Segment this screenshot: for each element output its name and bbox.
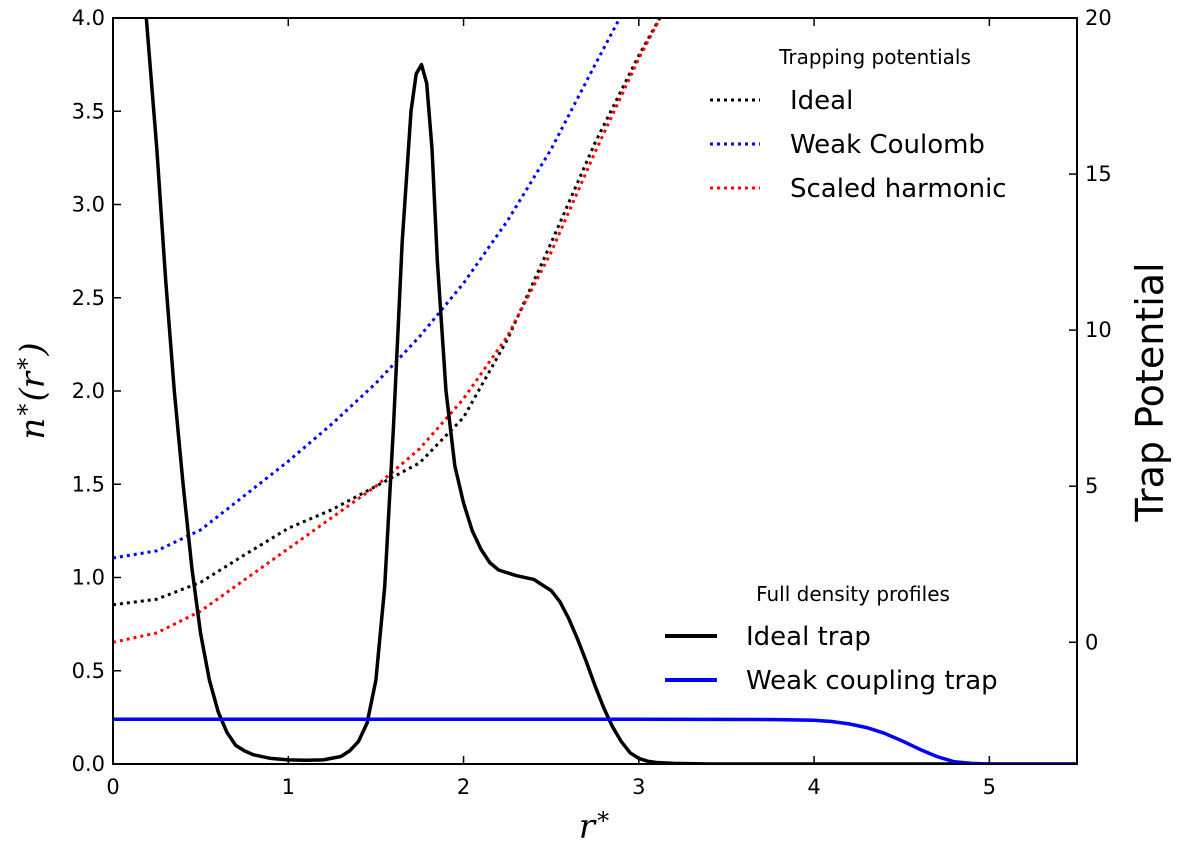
y-left-tick-label: 4.0 (72, 6, 105, 30)
x-tick-label: 3 (632, 775, 645, 799)
x-tick-label: 1 (282, 775, 295, 799)
x-tick-label: 5 (983, 775, 996, 799)
y-left-tick-label: 0.5 (72, 659, 105, 683)
y-left-tick-label: 0.0 (72, 752, 105, 776)
y-right-tick-label: 10 (1085, 318, 1112, 342)
y-right-tick-label: 5 (1085, 474, 1098, 498)
legend-density-profiles: Full density profiles Ideal trap Weak coup… (665, 582, 998, 696)
y-left-tick-label: 3.0 (72, 193, 105, 217)
y-left-tick-label: 2.0 (72, 379, 105, 403)
legend-layer: Trapping potentials Ideal Weak Coulomb Scal… (665, 45, 1007, 696)
x-tick-label: 4 (807, 775, 820, 799)
legend-label: Ideal (790, 86, 853, 116)
legend-label: Ideal trap (746, 622, 871, 652)
y-left-tick-label: 3.5 (72, 99, 105, 123)
y-right-tick-label: 20 (1085, 6, 1112, 30)
y-right-tick-label: 15 (1085, 162, 1112, 186)
legend-title: Trapping potentials (778, 45, 971, 69)
series-ideal-trap (144, 18, 1077, 764)
y-left-tick-label: 2.5 (72, 286, 105, 310)
y-left-tick-label: 1.0 (72, 566, 105, 590)
x-tick-label: 0 (106, 775, 119, 799)
y-right-tick-label: 0 (1085, 630, 1098, 654)
series-scaled-harmonic (113, 18, 662, 644)
legend-trapping-potentials: Trapping potentials Ideal Weak Coulomb Scal… (710, 45, 1007, 204)
y-left-tick-label: 1.5 (72, 472, 105, 496)
y-axis-title-right: Trap Potential (1128, 262, 1172, 522)
legend-label: Scaled harmonic (790, 174, 1007, 204)
x-axis-title: r∗ (579, 802, 612, 844)
series-layer (113, 18, 1077, 764)
legend-label: Weak Coulomb (790, 130, 985, 160)
y-axis-title-left: n∗(r∗) (8, 342, 53, 439)
x-tick-label: 2 (457, 775, 470, 799)
legend-label: Weak coupling trap (746, 666, 998, 696)
series-ideal (113, 18, 662, 607)
legend-title: Full density profiles (756, 582, 950, 606)
ticks-layer: 0 1 2 3 4 5 0.0 0.5 1.0 1.5 2.0 2.5 3.0 3.5 4.0 0 5 10 15 2… (72, 6, 1112, 799)
series-weak-coulomb (113, 18, 622, 560)
series-weak-coupling-trap (113, 717, 1077, 764)
